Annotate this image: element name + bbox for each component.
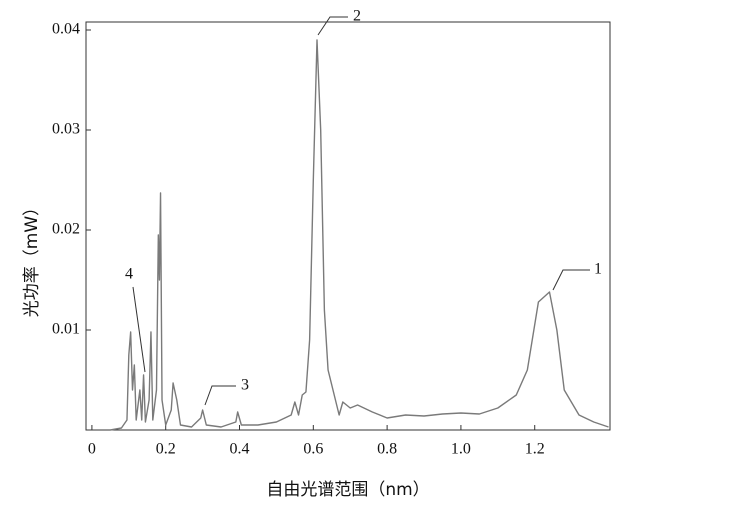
annotation-leaders [132, 16, 590, 406]
y-axis-label: 光功率（mW） [22, 199, 42, 317]
leader-line [317, 16, 348, 36]
x-tick-label: 0.4 [230, 441, 250, 458]
x-tick-label: 0.8 [377, 441, 397, 458]
annotation: 3 [241, 377, 249, 394]
x-tick-label: 0.6 [303, 441, 323, 458]
y-tick-label: 0.03 [52, 121, 80, 138]
spectrum-line [110, 39, 609, 431]
y-tick-label: 0.04 [52, 21, 80, 38]
x-tick-label: 1.0 [451, 441, 471, 458]
plot-frame [85, 21, 611, 431]
x-tick-label: 1.2 [525, 441, 545, 458]
x-axis-label: 自由光谱范围（nm） [266, 480, 429, 500]
leader-line [204, 385, 236, 406]
leader-line [132, 286, 146, 373]
x-tick-label: 0 [88, 441, 96, 458]
y-tick-label: 0.01 [52, 321, 80, 338]
annotation: 4 [125, 266, 133, 283]
leader-line [552, 269, 590, 291]
annotation: 2 [353, 8, 361, 25]
y-tick-label: 0.02 [52, 221, 80, 238]
annotation: 1 [594, 261, 602, 278]
x-tick-label: 0.2 [156, 441, 176, 458]
